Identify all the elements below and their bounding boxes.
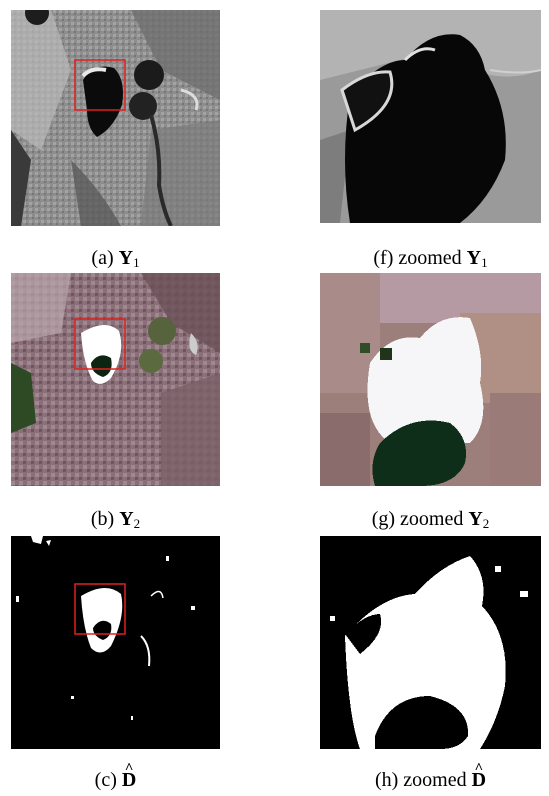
panel-g-zoomed-y2-image xyxy=(320,273,541,486)
panel-c-dhat-image xyxy=(11,536,220,749)
caption-c: (c) D xyxy=(11,768,220,792)
zoomed-change-map-scene xyxy=(320,536,541,749)
caption-f: (f) zoomed Y1 xyxy=(320,246,541,275)
zoomed-y1-scene xyxy=(320,10,541,223)
caption-h: (h) zoomed D xyxy=(320,768,541,792)
panel-f-zoomed-y1-image xyxy=(320,10,541,223)
y2-color-scene xyxy=(11,273,220,486)
panel-b-y2-image xyxy=(11,273,220,486)
caption-b: (b) Y2 xyxy=(11,507,220,536)
caption-a: (a) Y1 xyxy=(11,246,220,275)
panel-a-y1-image xyxy=(11,10,220,226)
caption-g: (g) zoomed Y2 xyxy=(320,507,541,536)
panel-h-zoomed-dhat-image xyxy=(320,536,541,749)
y1-grayscale-scene xyxy=(11,10,220,226)
zoomed-y2-scene xyxy=(320,273,541,486)
change-map-scene xyxy=(11,536,220,749)
